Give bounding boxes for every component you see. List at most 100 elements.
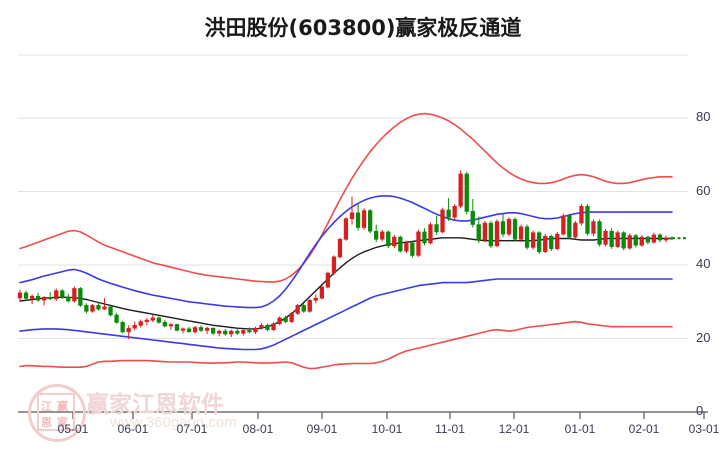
candle-body xyxy=(331,256,337,274)
candle-body xyxy=(108,306,113,316)
candle-body xyxy=(621,232,626,249)
candle-body xyxy=(512,219,518,240)
candle-body xyxy=(192,327,198,333)
candle-body xyxy=(476,224,481,241)
page-title: 洪田股份(603800)赢家极反通道 xyxy=(204,16,522,40)
candle-body xyxy=(162,321,168,327)
x-axis-label-02-01: 02-01 xyxy=(628,422,660,436)
candle-body xyxy=(651,234,657,243)
candle-body xyxy=(138,321,143,326)
candle-body xyxy=(355,212,361,228)
candle-body xyxy=(35,295,41,301)
candle-body xyxy=(126,327,131,333)
candle-body xyxy=(524,226,530,248)
candle-body xyxy=(500,221,506,235)
candle-body xyxy=(458,173,463,207)
candle-body xyxy=(555,233,560,250)
candle-body xyxy=(247,330,252,333)
candle-body xyxy=(536,232,542,253)
candle-body xyxy=(361,210,367,228)
candle-body xyxy=(168,324,174,327)
candle-body xyxy=(120,321,125,333)
candle-body xyxy=(277,317,282,325)
series-midline xyxy=(19,237,673,330)
candle-body xyxy=(573,222,578,238)
candle-body xyxy=(464,173,469,212)
candle-body xyxy=(313,297,318,301)
candle-body xyxy=(301,305,306,312)
y-axis-label-20: 20 xyxy=(696,329,711,345)
candle-body xyxy=(428,224,433,244)
candle-body xyxy=(585,205,590,234)
candle-body xyxy=(386,231,391,247)
candle-body xyxy=(29,295,35,299)
candle-body xyxy=(319,286,325,299)
x-axis-label-08-01: 08-01 xyxy=(242,422,274,436)
candle-body xyxy=(41,296,47,301)
candle-body xyxy=(114,314,119,323)
candle-body xyxy=(446,209,451,218)
candle-body xyxy=(349,212,355,220)
candle-body xyxy=(78,288,83,306)
candle-body xyxy=(17,292,23,299)
candle-body xyxy=(488,222,494,247)
series-lower-outer-channel xyxy=(19,320,673,370)
candle-body xyxy=(150,317,155,321)
candle-body xyxy=(271,323,276,330)
x-axis-label-05-01: 05-01 xyxy=(57,422,89,436)
x-axis-label-07-01: 07-01 xyxy=(176,422,208,436)
candle-body xyxy=(639,236,644,246)
y-axis-label-0: 0 xyxy=(696,403,704,418)
candle-body xyxy=(259,324,264,329)
x-axis-label-06-01: 06-01 xyxy=(117,422,149,436)
candle-body xyxy=(229,330,234,335)
candle-body xyxy=(337,239,343,258)
candle-body xyxy=(561,215,566,235)
candle-body xyxy=(223,330,228,335)
candle-body xyxy=(325,272,331,288)
candle-body xyxy=(72,288,77,302)
candle-body xyxy=(84,305,89,312)
candle-body xyxy=(289,313,294,322)
candle-body xyxy=(90,305,95,312)
candle-body xyxy=(434,224,439,233)
candle-body xyxy=(241,330,246,334)
candle-body xyxy=(102,306,107,310)
candle-body xyxy=(494,221,500,247)
candle-body xyxy=(591,221,596,234)
candle-body xyxy=(54,290,59,300)
candle-body xyxy=(283,317,288,322)
candle-body xyxy=(211,327,216,334)
candle-body xyxy=(186,328,192,333)
candle-body xyxy=(615,232,620,247)
candle-body xyxy=(404,242,409,252)
candle-body xyxy=(96,305,101,310)
x-axis-label-10-01: 10-01 xyxy=(371,422,403,436)
candle-body xyxy=(295,305,300,314)
candle-body xyxy=(156,317,162,323)
candle-body xyxy=(174,324,180,331)
candle-body xyxy=(47,296,53,300)
candle-body xyxy=(597,221,602,245)
candle-body xyxy=(217,330,222,334)
candle-body xyxy=(603,230,608,245)
x-axis-label-01-01: 01-01 xyxy=(564,422,596,436)
candle-body xyxy=(518,226,524,240)
candle-body xyxy=(645,236,651,243)
x-axis-label-09-01: 09-01 xyxy=(306,422,338,436)
candle-body xyxy=(452,205,457,218)
candle-body xyxy=(66,296,71,302)
candle-body xyxy=(506,219,512,235)
y-axis-label-60: 60 xyxy=(696,182,711,198)
candle-body xyxy=(579,205,584,224)
candle-body xyxy=(627,235,632,249)
candle-body xyxy=(663,237,669,241)
candle-body xyxy=(380,231,385,240)
candle-body xyxy=(410,242,415,256)
candle-body xyxy=(367,210,373,232)
candle-body xyxy=(180,328,186,331)
candle-body xyxy=(307,299,312,312)
candle-body xyxy=(132,324,137,329)
